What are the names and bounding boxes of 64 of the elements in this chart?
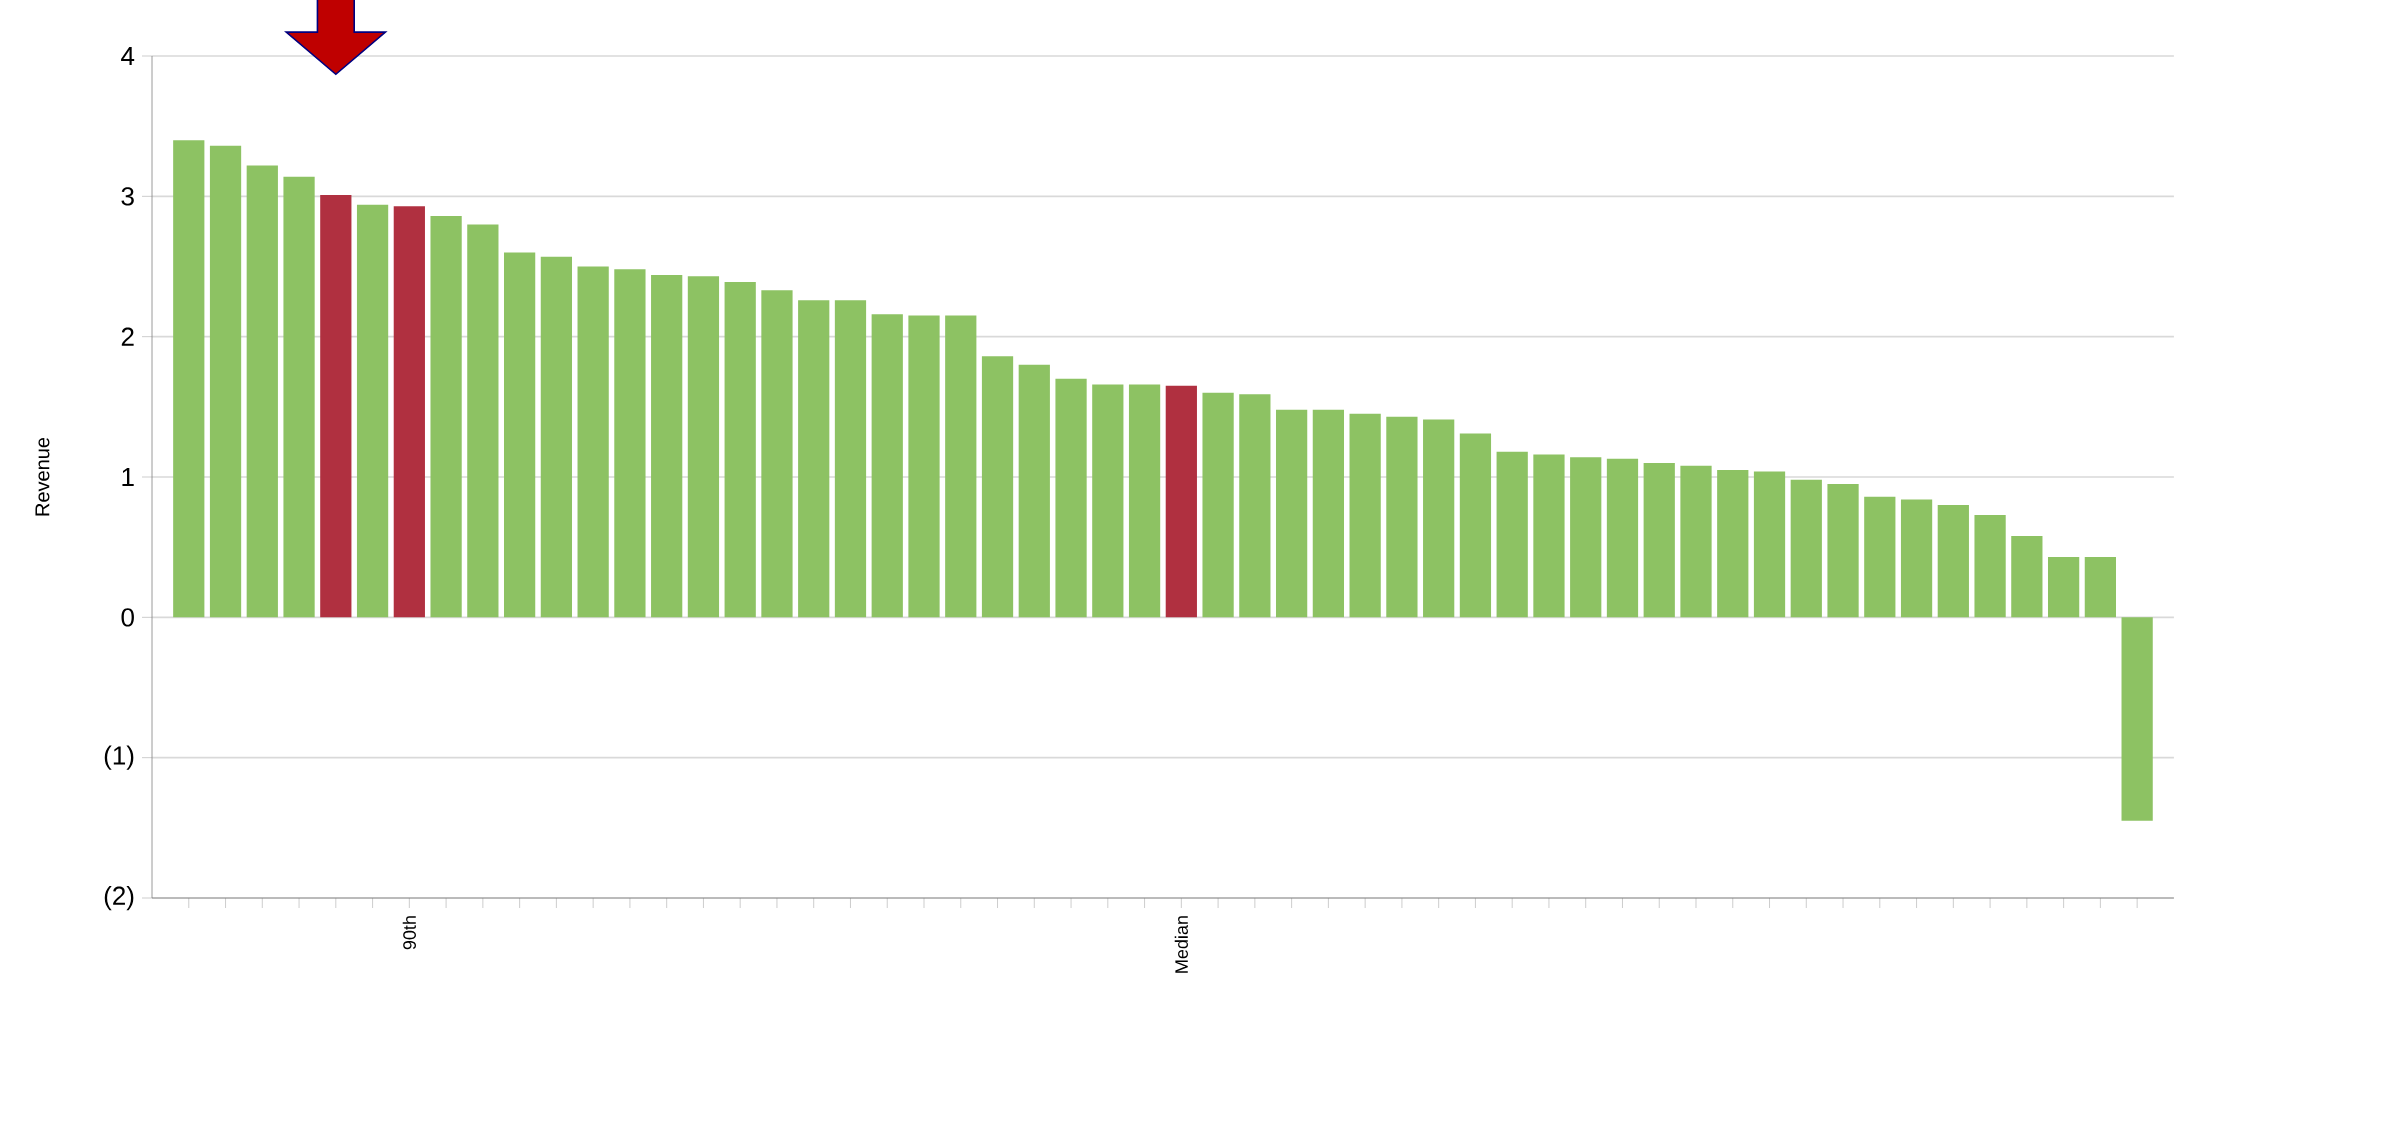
y-tick-label: 3 (121, 187, 134, 206)
bar (1790, 479, 1822, 618)
y-tick-label: 0 (121, 608, 134, 627)
bar (173, 140, 205, 618)
bar (1018, 364, 1050, 618)
bar (1533, 454, 1565, 618)
y-axis-title: Revenue (35, 437, 50, 516)
bar (651, 274, 683, 618)
bar (1239, 394, 1271, 618)
bar (1570, 457, 1602, 618)
bar (283, 176, 315, 618)
bar (2047, 556, 2080, 618)
bar (1717, 469, 1749, 618)
bar (1386, 416, 1418, 618)
bar (687, 276, 720, 618)
bar (1349, 413, 1381, 618)
y-tick-label: (2) (104, 885, 134, 911)
bar (356, 204, 389, 618)
bar (1974, 514, 2006, 618)
bar (981, 356, 1014, 618)
bar (1128, 384, 1161, 618)
bar (1864, 496, 1896, 618)
bar (908, 315, 940, 618)
bar (798, 300, 830, 618)
bar (1937, 505, 1969, 618)
bar (540, 256, 573, 618)
x-tick-label: 90th (402, 916, 416, 950)
bar (393, 206, 425, 618)
bar (761, 290, 793, 618)
y-tick-label: 2 (121, 327, 134, 346)
bar (871, 314, 903, 618)
y-tick-label: 1 (122, 468, 134, 486)
bar (1312, 409, 1345, 618)
bar (1202, 392, 1234, 618)
bar (1092, 384, 1124, 618)
bar (1496, 451, 1528, 618)
bar (1753, 471, 1786, 618)
bar (246, 165, 278, 618)
bar (1606, 458, 1639, 618)
bar (1643, 462, 1675, 618)
bar (945, 315, 977, 618)
bar (1680, 465, 1712, 618)
x-tick-label: Median (1174, 916, 1188, 973)
bar (2011, 535, 2043, 618)
bar (834, 300, 867, 618)
bar (1459, 433, 1492, 618)
bar (1827, 484, 1859, 618)
bar (1900, 499, 1933, 618)
bar (1423, 419, 1455, 618)
y-tick-label: 4 (121, 47, 135, 65)
bar (1275, 409, 1308, 618)
bar (2084, 556, 2116, 618)
bar (320, 194, 352, 618)
bar (2121, 617, 2153, 821)
bar (1055, 378, 1087, 618)
bar (430, 215, 462, 618)
bar (577, 266, 609, 618)
bar (467, 224, 499, 618)
bar (504, 252, 536, 618)
bar (209, 145, 242, 618)
bar (724, 281, 756, 618)
y-tick-label: (1) (104, 745, 134, 770)
bar (1165, 385, 1197, 618)
bar (614, 269, 646, 618)
